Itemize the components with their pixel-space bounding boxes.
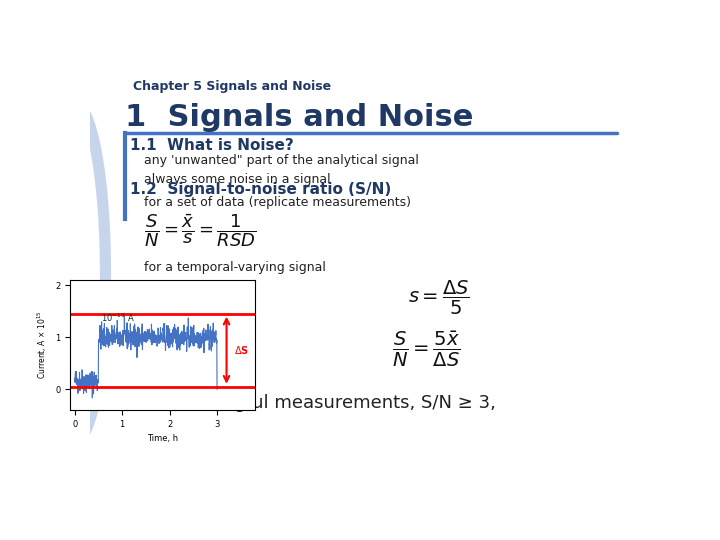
Text: 1  Signals and Noise: 1 Signals and Noise — [125, 103, 473, 132]
Text: $s = \dfrac{\Delta S}{5}$: $s = \dfrac{\Delta S}{5}$ — [408, 279, 469, 317]
Text: $\Delta$S: $\Delta$S — [234, 344, 248, 356]
Text: any 'unwanted" part of the analytical signal
always some noise in a signal: any 'unwanted" part of the analytical si… — [144, 154, 419, 186]
X-axis label: Time, h: Time, h — [147, 434, 178, 443]
Text: for a temporal-varying signal: for a temporal-varying signal — [144, 261, 326, 274]
Text: For meaningful measurements, S/N ≥ 3,: For meaningful measurements, S/N ≥ 3, — [132, 394, 495, 413]
Text: $\dfrac{S}{N} = \dfrac{5\bar{x}}{\Delta S}$: $\dfrac{S}{N} = \dfrac{5\bar{x}}{\Delta … — [392, 330, 461, 369]
Text: 1.1  What is Noise?: 1.1 What is Noise? — [130, 138, 294, 153]
Text: for a set of data (replicate measurements): for a set of data (replicate measurement… — [144, 195, 411, 208]
Text: $\dfrac{S}{N} = \dfrac{\bar{x}}{s} = \dfrac{1}{RSD}$: $\dfrac{S}{N} = \dfrac{\bar{x}}{s} = \df… — [144, 213, 257, 249]
Text: Chapter 5 Signals and Noise: Chapter 5 Signals and Noise — [132, 80, 330, 93]
Text: 1.2  Signal-to-noise ratio (S/N): 1.2 Signal-to-noise ratio (S/N) — [130, 182, 392, 197]
Y-axis label: Current, A × 10$^{15}$: Current, A × 10$^{15}$ — [36, 311, 50, 379]
Text: (a): (a) — [208, 394, 224, 404]
Text: $10^{-15}$ A: $10^{-15}$ A — [101, 311, 135, 323]
